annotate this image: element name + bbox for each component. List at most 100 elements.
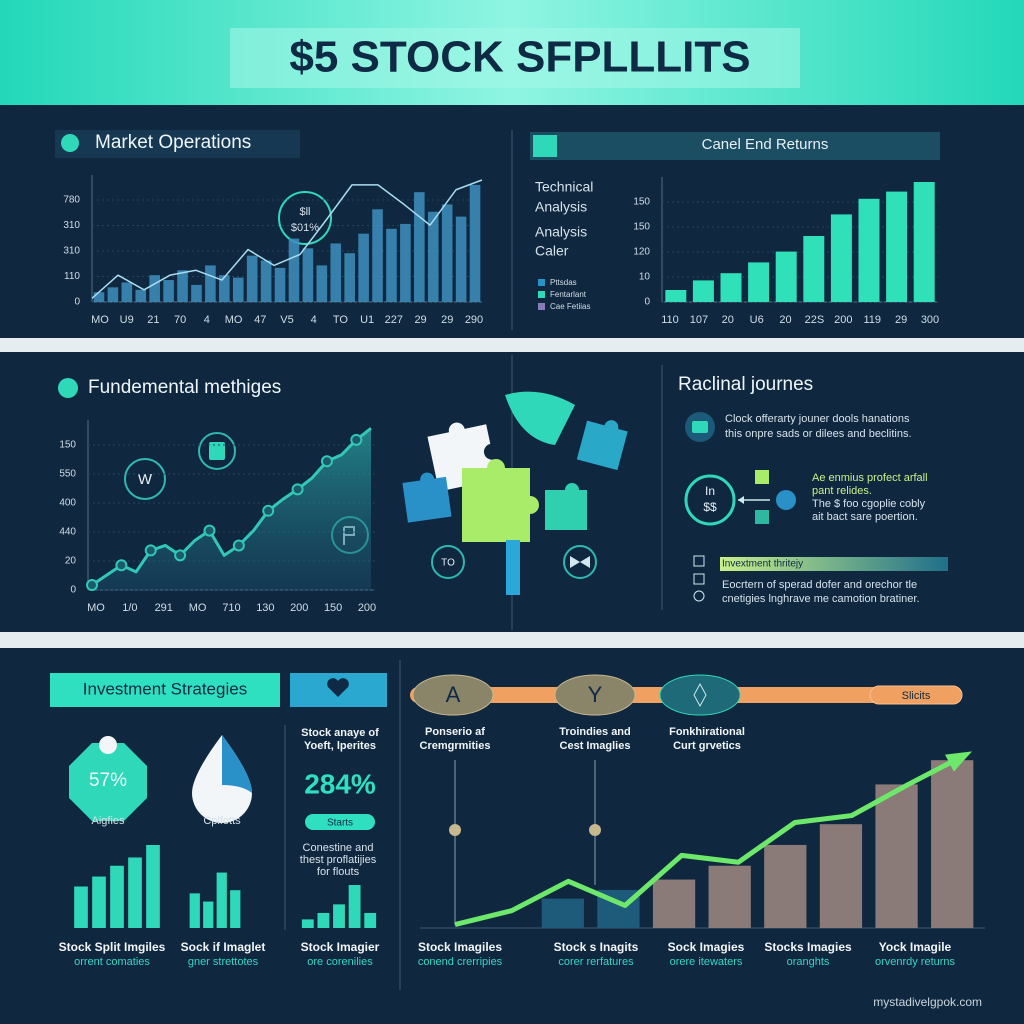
icon: [755, 510, 769, 524]
bar: [344, 253, 355, 302]
bar: [875, 784, 918, 928]
x-axis-label: 22S: [805, 314, 825, 326]
divider: [0, 338, 1024, 352]
text-line: Caler: [535, 243, 569, 259]
bar: [372, 209, 383, 302]
text-line: Technical: [535, 179, 593, 195]
panel-header: [530, 132, 940, 160]
x-axis-label: MO: [91, 314, 109, 326]
bar: [74, 886, 88, 928]
bar: [121, 282, 133, 302]
y-axis-label: 440: [59, 527, 76, 538]
bar: [748, 262, 770, 302]
text-line: ait bact sare poertion.: [812, 511, 918, 523]
label: Stock s Inagits: [554, 940, 639, 954]
text-line: The $ foo cgoplie cobly: [812, 498, 926, 510]
icon: [693, 573, 705, 585]
timeline-node: [412, 674, 494, 716]
text-line: Clock offerarty jouner dools hanations: [725, 413, 910, 425]
badge: [684, 474, 736, 526]
legend-label: Pttsdas: [550, 278, 577, 287]
point: [144, 544, 157, 557]
y-axis-label: 10: [639, 272, 651, 283]
label: Stock Imagiles: [418, 940, 502, 954]
bar: [427, 211, 439, 302]
bar: [128, 857, 142, 928]
x-axis-label: 290: [465, 314, 483, 326]
bar: [414, 192, 425, 302]
bar: [455, 216, 467, 302]
bar: [163, 280, 174, 302]
header-block: [230, 28, 800, 88]
y-axis-label: 550: [59, 469, 76, 480]
timeline-node: [554, 674, 636, 716]
x-axis-label: 300: [921, 314, 939, 326]
y-axis-label: 150: [633, 197, 650, 208]
icon: [99, 736, 117, 754]
panel-title: Investment Strategies: [83, 679, 247, 698]
sublabel: ore corenilies: [307, 956, 373, 968]
panel-title: Raclinal journes: [678, 374, 813, 395]
y-axis-label: 310: [63, 246, 80, 257]
bar: [149, 275, 160, 302]
bar: [886, 191, 908, 302]
bar: [110, 865, 124, 928]
point: [203, 524, 216, 537]
x-axis-label: 107: [690, 314, 708, 326]
bar: [333, 904, 345, 928]
arrow-head: [945, 751, 973, 772]
bar: [216, 872, 227, 928]
x-axis-label: 29: [441, 314, 453, 326]
line: [91, 179, 483, 299]
x-axis-label: U1: [360, 314, 374, 326]
stat: 57%: [89, 770, 127, 791]
big-stat: 284%: [304, 768, 376, 799]
stat-label: Aigfies: [91, 815, 125, 827]
point: [232, 539, 245, 552]
marker: [124, 458, 166, 500]
label: Stock Imagier: [301, 940, 380, 954]
sublabel: orvenrdy returns: [875, 956, 956, 968]
text-line: thest proflatijies: [300, 854, 377, 866]
point: [291, 483, 304, 496]
icon: [327, 678, 349, 697]
icon: [61, 134, 79, 152]
x-axis-label: 710: [222, 602, 240, 614]
label: Yock Imagile: [879, 940, 952, 954]
x-axis-label: 20: [779, 314, 791, 326]
x-axis-label: 21: [147, 314, 159, 326]
bar: [358, 233, 369, 302]
x-axis-label: V5: [280, 314, 293, 326]
bar: [274, 267, 286, 302]
text-line: Analysis: [535, 224, 587, 240]
legend-swatch: [538, 303, 545, 310]
x-axis-label: 29: [414, 314, 426, 326]
bar: [301, 919, 314, 928]
x-axis-label: 119: [863, 314, 881, 326]
pill-label: Slicits: [902, 690, 931, 702]
text-line: Ae enmius profect arfall: [812, 472, 928, 484]
legend-swatch: [538, 291, 545, 298]
sublabel: conend crerripies: [418, 956, 503, 968]
x-axis-label: 110: [661, 314, 679, 326]
icon: [692, 421, 708, 433]
bar: [708, 865, 751, 928]
dot: [449, 824, 461, 836]
bar: [541, 898, 584, 928]
line: [454, 752, 967, 927]
y-axis-label: 120: [633, 247, 650, 258]
pill-label: Starts: [327, 818, 353, 829]
bar: [652, 879, 696, 928]
sublabel: gner strettotes: [188, 956, 259, 968]
bar: [858, 198, 880, 302]
point: [115, 559, 128, 572]
icon: [209, 442, 225, 460]
divider: [0, 632, 1024, 648]
puzzle: [402, 391, 628, 595]
legend-label: Fentarlant: [550, 290, 587, 299]
x-axis-label: 200: [290, 602, 308, 614]
icon: [693, 590, 705, 602]
x-axis-label: 227: [385, 314, 403, 326]
x-axis-label: U9: [120, 314, 134, 326]
text-line: this onpre sads or dilees and beclitins.: [725, 428, 912, 440]
